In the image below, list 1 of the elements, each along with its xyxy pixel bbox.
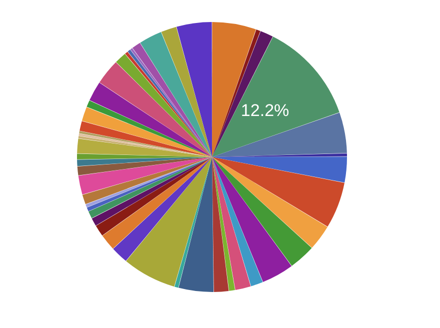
data-label: 12.2%: [240, 101, 290, 120]
